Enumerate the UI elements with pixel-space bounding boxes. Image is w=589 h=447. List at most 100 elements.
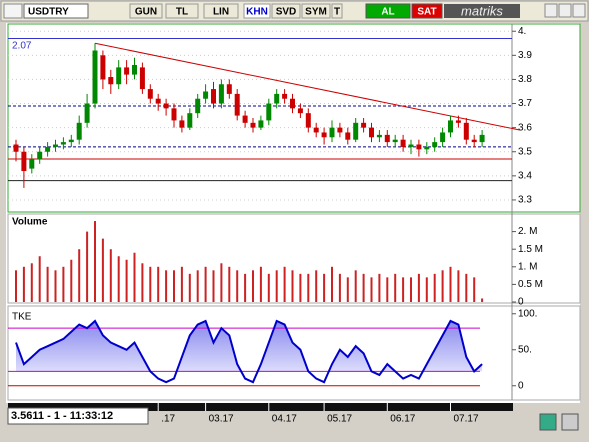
x-tick-label: .17 <box>161 414 175 425</box>
y-tick-label: 1. M <box>518 261 537 272</box>
toolbar-button[interactable] <box>165 3 199 19</box>
candle-body <box>408 144 414 147</box>
candle-body <box>463 122 469 140</box>
candle-body <box>218 84 224 104</box>
volume-bar <box>94 221 96 302</box>
volume-bar <box>410 277 412 302</box>
candle-body <box>84 103 90 123</box>
volume-bar <box>402 277 405 302</box>
volume-panel <box>7 213 581 304</box>
volume-bar <box>133 252 136 302</box>
volume-bar <box>38 256 41 302</box>
tke-title: TKE <box>12 312 32 323</box>
candle-body <box>203 91 209 99</box>
volume-bar <box>338 273 341 302</box>
candle-body <box>155 98 161 104</box>
candle-body <box>321 132 327 138</box>
candle-body <box>187 113 193 128</box>
menu-icon[interactable] <box>3 3 23 19</box>
candle-body <box>147 89 153 99</box>
candle-body <box>171 108 177 121</box>
settings-button[interactable] <box>561 413 579 431</box>
candle-body <box>234 93 240 116</box>
y-tick-label: 50. <box>518 344 532 355</box>
x-tick-label: 06.17 <box>390 414 415 425</box>
volume-bar <box>417 273 420 302</box>
status: 3.5611 - 1 - 11:33:12 <box>11 410 113 422</box>
candle-body <box>100 55 106 80</box>
candle-body <box>163 103 169 109</box>
toolbar-button[interactable] <box>271 3 301 19</box>
toolbar-button-label: SYM <box>305 7 327 18</box>
buy-button[interactable] <box>365 3 411 19</box>
volume-bar <box>220 263 223 302</box>
toolbar-button-label: T <box>334 7 340 18</box>
y-tick-label: 3.9 <box>518 50 532 61</box>
x-tick-label: 07.17 <box>454 414 479 425</box>
candle-body <box>139 67 145 90</box>
y-tick-label: 3.8 <box>518 74 532 85</box>
close-button[interactable] <box>572 3 586 18</box>
volume-bar <box>449 266 452 302</box>
sell-label: SAT <box>417 7 436 18</box>
candle-body <box>440 132 446 143</box>
candle-body <box>448 120 453 133</box>
tke-panel <box>7 305 581 401</box>
sell-button[interactable] <box>411 3 443 19</box>
volume-bar <box>259 266 262 302</box>
candle-body <box>92 50 98 104</box>
candle-body <box>471 139 477 143</box>
candle-body <box>250 122 256 128</box>
candle-body <box>392 139 398 143</box>
candle-body <box>226 84 232 94</box>
toolbar-button[interactable] <box>203 3 239 19</box>
volume-bar <box>180 266 183 302</box>
volume-bar <box>433 273 436 302</box>
volume-bar <box>109 249 112 302</box>
volume-bar <box>228 266 231 302</box>
y-tick-label: 2. M <box>518 226 537 237</box>
volume-bar <box>157 266 160 302</box>
toolbar-button[interactable] <box>331 3 343 19</box>
candle-body <box>37 151 43 159</box>
volume-bar <box>331 266 333 302</box>
y-tick-label: 3.4 <box>518 170 532 181</box>
candle-body <box>124 67 130 75</box>
volume-bar <box>267 273 270 302</box>
candle-body <box>479 134 485 143</box>
toolbar-button-label: TL <box>176 7 188 18</box>
symbol-box[interactable] <box>23 3 89 19</box>
buy-label: AL <box>381 7 394 18</box>
toolbar-button-label: SVD <box>276 7 297 18</box>
volume-bar <box>394 273 397 302</box>
volume-bar <box>212 270 215 302</box>
toolbar-button[interactable] <box>129 3 163 19</box>
candle-body <box>337 127 343 133</box>
price-panel <box>7 23 581 213</box>
toolbar-button[interactable] <box>243 3 271 19</box>
maximize-button[interactable] <box>558 3 572 18</box>
volume-bar <box>481 298 484 302</box>
volume-title: Volume <box>12 217 48 228</box>
candle-body <box>108 77 114 85</box>
candle-body <box>266 103 272 121</box>
candle-body <box>53 144 58 147</box>
volume-bar <box>283 266 286 302</box>
volume-bar <box>30 263 33 302</box>
candle-body <box>242 115 248 123</box>
x-tick-label: 05.17 <box>327 414 352 425</box>
volume-bar <box>386 277 389 302</box>
minimize-button[interactable] <box>544 3 558 18</box>
volume-bar <box>473 277 476 302</box>
refresh-button[interactable] <box>539 413 557 431</box>
toolbar-button[interactable] <box>301 3 331 19</box>
candle-body <box>290 98 295 109</box>
volume-bar <box>441 270 444 302</box>
volume-bar <box>244 273 247 302</box>
volume-bar <box>346 277 349 302</box>
candle-body <box>274 93 280 104</box>
volume-bar <box>307 273 310 302</box>
volume-bar <box>188 273 191 302</box>
y-tick-label: 0.5 M <box>518 279 543 290</box>
